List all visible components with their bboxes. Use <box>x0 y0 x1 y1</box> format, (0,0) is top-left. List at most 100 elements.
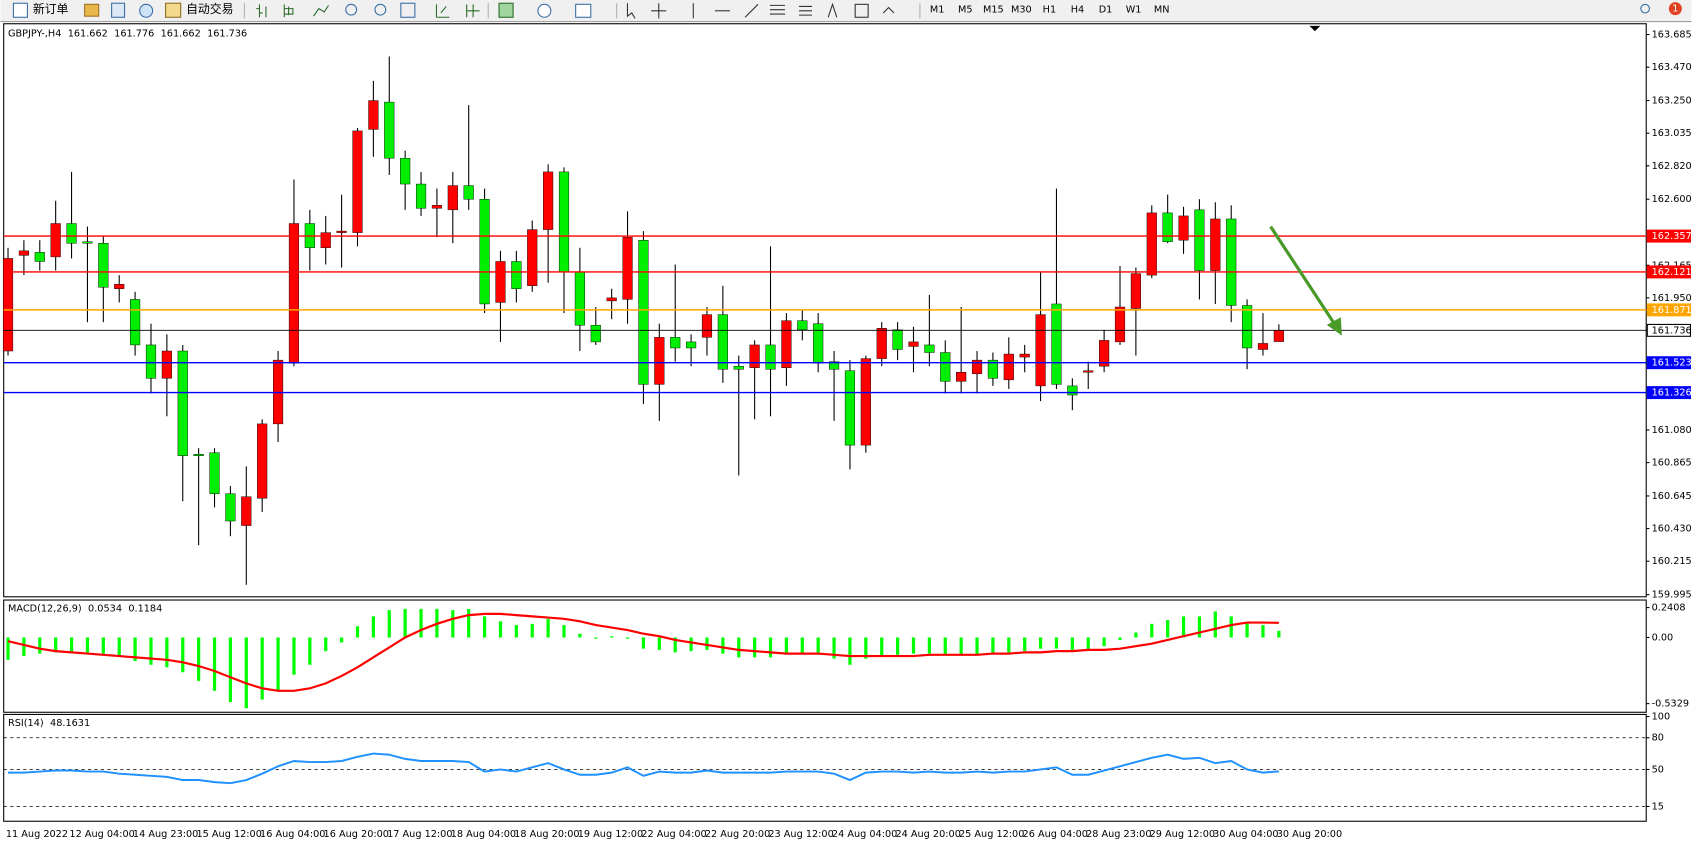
macd-bar <box>689 637 693 652</box>
auto-trading-icon[interactable] <box>165 2 182 18</box>
candle-body <box>1210 218 1221 271</box>
icon[interactable] <box>111 2 126 18</box>
candle-body <box>384 101 395 159</box>
price-label: 161.871 <box>1652 305 1692 316</box>
candle-body <box>654 337 665 385</box>
drawing-tools <box>626 2 895 19</box>
shift-icon[interactable] <box>466 4 480 18</box>
macd-bar <box>117 637 121 657</box>
macd-bar <box>1070 637 1074 650</box>
timeframe-button[interactable]: M30 <box>1011 5 1032 16</box>
x-tick-label: 17 Aug 12:00 <box>387 829 452 840</box>
macd-bar <box>308 637 312 665</box>
macd-bar <box>816 637 820 654</box>
fibo-tool[interactable] <box>799 5 813 16</box>
rsi-line <box>8 752 1279 785</box>
y-tick-label: 50 <box>1652 764 1664 775</box>
periods-icon[interactable] <box>537 3 552 18</box>
shapes-tool[interactable] <box>882 6 895 14</box>
macd-bar <box>212 637 217 691</box>
candle-body <box>1226 218 1237 306</box>
macd-bar <box>85 637 90 653</box>
macd-bar <box>419 608 423 638</box>
indicators-icon[interactable] <box>498 2 514 18</box>
shift-marker <box>1309 25 1321 32</box>
candle-body <box>447 185 458 211</box>
candle-body <box>257 423 268 499</box>
label-tool[interactable] <box>854 3 869 18</box>
macd-bar <box>244 637 248 709</box>
channel-tool[interactable] <box>769 4 786 15</box>
y-tick-label: 163.470 <box>1652 62 1692 73</box>
x-tick-label: 22 Aug 20:00 <box>705 829 770 840</box>
new-order-button[interactable]: 新订单 <box>33 2 69 16</box>
price-label-box <box>1646 323 1692 337</box>
timeframe-button[interactable]: H4 <box>1071 5 1084 16</box>
candle-body <box>479 199 490 305</box>
macd-bar <box>562 625 566 638</box>
macd-bar <box>292 637 296 675</box>
candle-body <box>622 236 633 300</box>
candle-body <box>66 223 77 244</box>
timeframe-button[interactable]: D1 <box>1099 5 1113 16</box>
zoom-out-icon[interactable] <box>374 3 387 16</box>
macd-bar <box>1261 625 1265 638</box>
symbol: GBPJPY-,H4 <box>8 28 61 39</box>
timeframe-button[interactable]: W1 <box>1126 5 1142 16</box>
price-label: 162.121 <box>1652 267 1692 278</box>
macd-bar <box>768 637 773 658</box>
macd-bar <box>181 637 185 673</box>
templates-icon[interactable] <box>575 3 592 18</box>
candle-body <box>638 239 649 385</box>
chart-tools <box>256 2 480 18</box>
cursor-tool[interactable] <box>626 3 636 19</box>
candle-body <box>606 297 617 302</box>
trendline-tool[interactable] <box>744 3 759 18</box>
candle-icon[interactable] <box>283 4 294 18</box>
autoscroll-icon[interactable] <box>435 4 450 18</box>
icon[interactable] <box>84 3 100 17</box>
price-label: 161.326 <box>1652 388 1692 399</box>
candle-body <box>511 261 522 289</box>
macd-bar <box>276 637 280 691</box>
toolbar-bg <box>0 0 1692 22</box>
text-tool[interactable] <box>827 2 838 18</box>
macd-bar <box>594 637 598 639</box>
price-label: 161.523 <box>1652 358 1692 369</box>
zoom-in-icon[interactable] <box>345 3 358 16</box>
candle-body <box>209 452 220 494</box>
notification-badge[interactable] <box>1668 2 1682 16</box>
timeframe-button[interactable]: M1 <box>930 5 945 16</box>
new-order-icon[interactable] <box>12 2 28 18</box>
timeframe-button[interactable]: M5 <box>958 5 973 16</box>
candle-body <box>336 230 347 233</box>
candle-body <box>860 358 871 446</box>
tile-icon[interactable] <box>400 2 416 18</box>
candle-body <box>1130 273 1141 309</box>
candle-body <box>701 314 713 338</box>
macd-bar <box>6 637 10 660</box>
candle-body <box>1019 353 1030 358</box>
macd-bar <box>228 637 233 703</box>
x-tick-label: 14 Aug 23:00 <box>133 829 198 840</box>
timeframe-button[interactable]: H1 <box>1043 5 1056 16</box>
timeframe-button[interactable]: M15 <box>983 5 1004 16</box>
x-tick-label: 18 Aug 20:00 <box>514 829 579 840</box>
timeframe-button[interactable]: MN <box>1154 5 1170 16</box>
x-tick-label: 19 Aug 12:00 <box>578 829 643 840</box>
auto-trading-button[interactable]: 自动交易 <box>186 2 233 16</box>
y-tick-label: 160.215 <box>1652 556 1692 567</box>
signal-value: 0.1184 <box>128 604 162 615</box>
annotation-arrow <box>1269 225 1342 336</box>
crosshair-tool[interactable] <box>651 3 667 19</box>
search-icon[interactable] <box>1640 3 1650 14</box>
line-chart-icon[interactable] <box>312 5 329 17</box>
candle-body <box>876 328 887 359</box>
bar-chart-icon[interactable] <box>256 4 267 18</box>
icon[interactable] <box>139 3 154 18</box>
macd-value: 0.0534 <box>88 604 122 615</box>
candle-body <box>98 243 109 288</box>
rsi-panel <box>3 713 1647 822</box>
macd-bar <box>165 637 169 668</box>
